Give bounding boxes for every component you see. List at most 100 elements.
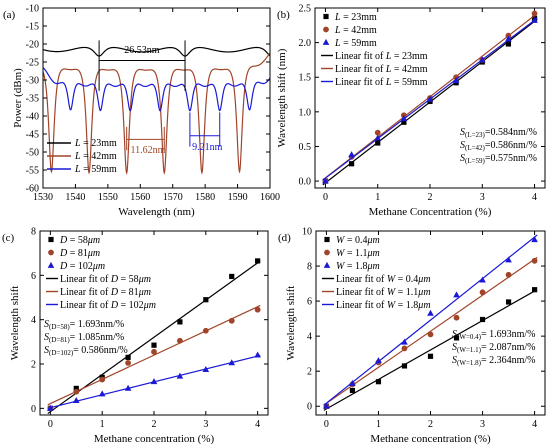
x-tick-label: 2: [428, 192, 433, 203]
x-tick-label: 4: [532, 419, 537, 430]
y-tick-label: 0: [307, 402, 312, 413]
legend-fit-label-3: Linear fit of D = 102μm: [60, 300, 156, 311]
plot-area-b: [322, 10, 538, 186]
fit-line-2: [47, 304, 261, 406]
x-tick-label: 1: [375, 192, 380, 203]
x-tick-label: 0: [48, 419, 53, 430]
sensitivity-label-2: S(W=1.1)= 2.087nm/%: [452, 342, 536, 354]
x-tick-label: 0: [324, 419, 329, 430]
data-point-s1: [229, 273, 235, 280]
data-point-s3: [375, 357, 382, 364]
data-point-s2: [125, 360, 131, 366]
sensitivity-label-2: S(L=42)=0.586nm/%: [460, 140, 537, 152]
x-tick-label: 1: [376, 419, 381, 430]
panel-d: 0 1 2 3 4 0 2 4 6 8 10 Methane concentration (%) Wav…: [278, 227, 546, 445]
data-point-s3: [47, 404, 54, 411]
fit-line-1: [323, 289, 538, 411]
data-point-s3: [505, 256, 512, 263]
panel-c: 0 1 2 3 4 0 2 4 6 8 Methane concentration (%) Wavel…: [2, 227, 269, 445]
sensitivity-label-3: S(D=102)= 0.586nm/%: [44, 345, 128, 357]
data-point-s3: [479, 276, 486, 283]
y-tick-label: 8: [31, 227, 36, 238]
y-tick-label: -40: [26, 112, 39, 123]
data-point-s3: [531, 16, 538, 23]
data-point-s2: [99, 376, 106, 383]
sensitivity-label-3: S(L=59)=0.575nm/%: [460, 153, 537, 165]
data-point-s3: [228, 359, 236, 366]
data-point-s2: [177, 337, 183, 344]
spectrum-line-2: [43, 52, 270, 175]
data-point-s3: [322, 177, 329, 184]
y-tick-label: 2.5: [299, 4, 312, 15]
data-point-s3: [400, 115, 408, 122]
legend-label-2: L = 42mm: [334, 25, 377, 36]
panel-a: 1530 1540 1550 1560 1570 1580 1590 1600 -60 -55 -5…: [3, 4, 280, 219]
sensitivity-label-1: S(L=23)=0.584nm/%: [460, 127, 537, 139]
data-point-s3: [72, 396, 80, 403]
x-axis-label: Wavelength (nm): [118, 206, 195, 218]
data-point-s1: [505, 41, 512, 47]
legend-fit-label-2: Linear fit of D = 81μm: [60, 287, 151, 298]
data-point-s1: [73, 385, 79, 391]
legend-marker-2: [324, 249, 330, 256]
fit-line-3: [323, 234, 538, 406]
x-tick-label: 4: [255, 419, 260, 430]
legend-label-2: L = 42mm: [74, 151, 117, 162]
y-axis-label: Wavelength shift: [285, 286, 297, 361]
y-tick-label: 8: [307, 262, 312, 273]
data-point-s1: [348, 161, 355, 167]
data-point-s1: [255, 258, 261, 264]
y-tick-label: 4: [31, 315, 36, 326]
y-tick-label: 0.5: [299, 142, 312, 153]
panel-label-a: (a): [3, 9, 16, 21]
fsr-blue-label: 9.21nm: [192, 142, 223, 153]
data-point-s3: [374, 134, 382, 141]
y-tick-label: -20: [26, 40, 39, 51]
data-point-s1: [453, 335, 460, 341]
y-tick-label: 0: [31, 404, 36, 415]
y-tick-label: 2: [31, 360, 36, 371]
panel-b: 0 1 2 3 4 0.0 0.5 1.0 1.5 2.0 2.5 Methane Concentra…: [276, 4, 546, 218]
legend-fit-label-2: Linear fit of W = 1.1μm: [336, 287, 431, 298]
y-tick-label: -50: [26, 148, 39, 159]
data-point-s2: [401, 345, 408, 352]
data-point-s3: [124, 384, 132, 391]
data-point-s2: [531, 10, 538, 17]
panel-label-c: (c): [2, 232, 15, 244]
y-tick-label: -25: [26, 58, 39, 69]
data-point-s3: [202, 365, 210, 372]
legend-label-1: W = 0.4μm: [336, 235, 380, 246]
data-point-s2: [73, 388, 80, 395]
data-point-s3: [254, 351, 261, 358]
data-point-s1: [479, 316, 486, 323]
y-axis-label: Wavelength shift: [9, 286, 21, 361]
y-tick-label: 4: [307, 332, 312, 343]
legend-label-2: W = 1.1μm: [336, 248, 380, 259]
data-point-s1: [349, 387, 356, 394]
data-point-s2: [453, 314, 460, 321]
data-point-s2: [202, 327, 209, 334]
y-tick-label: 2.0: [299, 38, 312, 49]
data-point-s1: [505, 299, 512, 305]
y-axis-label: Power (dBm): [12, 68, 24, 128]
sensitivity-label-1: S(W=0.4)= 1.693nm/%: [452, 329, 536, 341]
data-point-s3: [478, 56, 486, 63]
data-point-s3: [401, 338, 408, 345]
data-point-s1: [177, 319, 183, 325]
data-point-s3: [98, 390, 106, 397]
y-tick-label: 0.0: [299, 177, 312, 188]
data-point-s1: [401, 363, 408, 369]
legend-label-3: L = 59mm: [74, 164, 117, 175]
sensitivity-label-1: S(D=58)= 1.693nm/%: [44, 319, 124, 331]
plot-area-d: [323, 234, 538, 411]
fit-line-2: [323, 256, 538, 406]
spectra-lines: [43, 46, 270, 175]
data-point-s1: [125, 354, 131, 360]
legend-marker-1: [323, 13, 329, 20]
legend-label-3: D = 102μm: [59, 261, 105, 272]
y-tick-label: -45: [26, 130, 39, 141]
data-point-s3: [531, 236, 538, 243]
data-point-s1: [375, 379, 382, 385]
legend-fit-label-3: Linear fit of W = 1.8μm: [336, 300, 431, 311]
legend-label-3: L = 59mm: [334, 38, 377, 49]
